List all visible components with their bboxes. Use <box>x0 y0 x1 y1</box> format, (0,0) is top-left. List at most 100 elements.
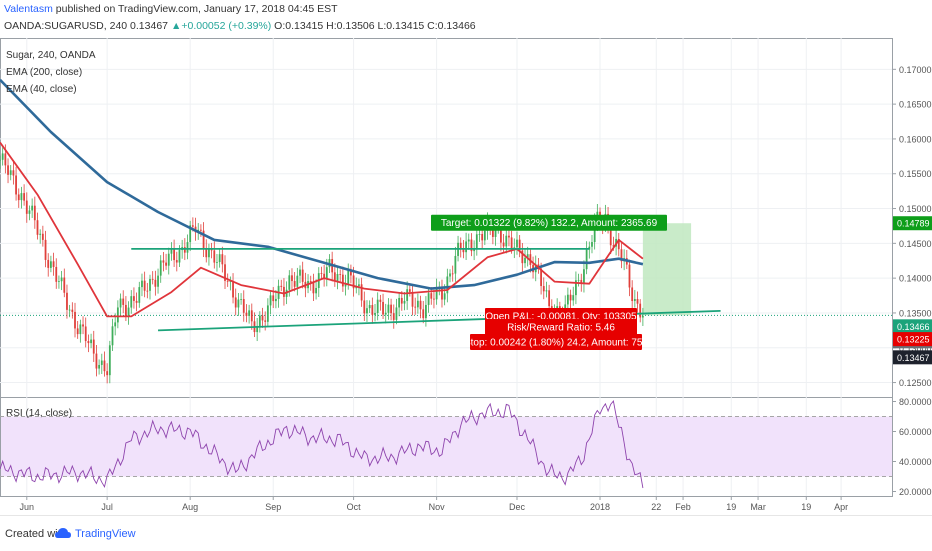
candle-body <box>502 242 505 247</box>
stop-price-badge-bg <box>893 332 932 347</box>
candle-body <box>392 313 395 320</box>
legend-ema40: EMA (40, close) <box>6 84 77 95</box>
published-text: published on TradingView.com, January 17… <box>52 3 338 15</box>
candle-body <box>162 260 165 263</box>
candle-body <box>441 286 443 300</box>
candle-body <box>483 230 486 241</box>
candle-body <box>248 310 251 316</box>
candle-body <box>283 286 285 297</box>
candle-body <box>395 307 398 320</box>
rsi-axis[interactable]: 80.0000 60.0000 40.0000 20.0000 <box>892 397 932 497</box>
candle-body <box>213 250 216 263</box>
chart-area[interactable]: 0.17000 0.16500 0.16000 0.15500 0.15000 0.145… <box>0 38 932 515</box>
time-tick-label: Jun <box>20 502 35 512</box>
candle-body <box>133 296 135 301</box>
candle-body <box>293 281 296 287</box>
ema40-series <box>0 141 644 318</box>
candle-body <box>358 284 360 287</box>
candle-body <box>387 304 390 313</box>
candle-body <box>360 284 363 301</box>
candle-body <box>609 226 612 246</box>
candle-body <box>55 266 58 282</box>
candle-body <box>462 248 465 253</box>
target-label: Target: 0.01322 (9.82%) 132.2, Amount: 2… <box>441 218 658 229</box>
candle-body <box>114 322 117 327</box>
candle-body <box>575 280 577 296</box>
candle-body <box>518 239 521 251</box>
candle-body <box>566 294 569 305</box>
candle-body <box>591 242 593 247</box>
candle-body <box>52 261 55 267</box>
candle-body <box>414 306 417 308</box>
tradingview-cloud-icon[interactable] <box>55 527 71 541</box>
position-labels[interactable]: Target: 0.01322 (9.82%) 132.2, Amount: 2… <box>431 214 667 350</box>
candle-body <box>333 272 336 282</box>
candle-body <box>524 257 526 264</box>
time-axis[interactable]: Jun Jul Aug Sep Oct Nov Dec 2018 22 Feb 19 Mar 19 Apr <box>20 496 849 512</box>
candle-body <box>639 303 642 318</box>
candle-body <box>577 279 580 281</box>
candle-body <box>4 153 7 166</box>
stop-label: Stop: 0.00242 (1.80%) 24.2, Amount: 750 <box>464 338 648 349</box>
risk-reward-label-bg <box>485 319 637 335</box>
up-triangle-icon: ▲ <box>170 20 182 32</box>
candle-body <box>641 315 644 318</box>
candle-body <box>636 299 639 304</box>
candle-body <box>79 324 82 335</box>
candle-body <box>269 295 272 306</box>
tradingview-brand-link[interactable]: TradingView <box>75 528 136 540</box>
candle-body <box>309 281 312 283</box>
candle-body <box>165 262 167 266</box>
candle-body <box>467 239 470 242</box>
candle-body <box>633 299 636 302</box>
candle-body <box>173 248 176 261</box>
rsi-line <box>0 399 644 489</box>
candle-body <box>186 242 189 253</box>
candle-body <box>138 287 141 303</box>
legend-main: Sugar, 240, OANDA <box>6 50 96 61</box>
candle-body <box>242 299 245 313</box>
candle-body <box>406 289 409 301</box>
candle-body <box>90 339 92 344</box>
candle-body <box>580 279 583 284</box>
candle-body <box>481 234 484 241</box>
time-tick-label: Oct <box>347 502 362 512</box>
price-tick-label: 0.14000 <box>899 274 932 284</box>
candle-body <box>23 193 26 201</box>
candle-body <box>451 273 454 275</box>
candle-body <box>82 324 84 327</box>
candle-body <box>261 315 264 321</box>
candle-body <box>631 287 634 302</box>
candle-body <box>280 285 283 287</box>
candle-body <box>275 298 277 302</box>
candle-body <box>183 247 186 253</box>
candle-body <box>25 200 28 214</box>
time-tick-label: Feb <box>675 502 691 512</box>
candle-body <box>419 300 422 310</box>
candle-body <box>58 281 60 283</box>
candle-body <box>516 239 518 248</box>
candle-body <box>443 293 446 300</box>
candle-body <box>508 235 510 238</box>
candle-body <box>216 262 218 263</box>
time-tick-label: Nov <box>429 502 446 512</box>
candle-body <box>312 282 315 294</box>
candle-body <box>17 194 20 201</box>
candle-body <box>116 307 119 323</box>
candle-body <box>494 229 497 237</box>
price-tick-label: 0.15500 <box>899 169 932 179</box>
candle-body <box>505 235 508 247</box>
candle-body <box>36 220 39 235</box>
candle-body <box>100 360 103 365</box>
candle-body <box>430 293 433 299</box>
time-tick-label: 19 <box>726 502 736 512</box>
candle-body <box>1 153 4 160</box>
target-zone <box>0 223 892 316</box>
candle-body <box>28 210 31 214</box>
candle-body <box>108 345 111 376</box>
candle-body <box>336 274 339 282</box>
candle-body <box>175 260 178 263</box>
candle-body <box>491 228 494 237</box>
author-link[interactable]: Valentasm <box>4 3 53 15</box>
